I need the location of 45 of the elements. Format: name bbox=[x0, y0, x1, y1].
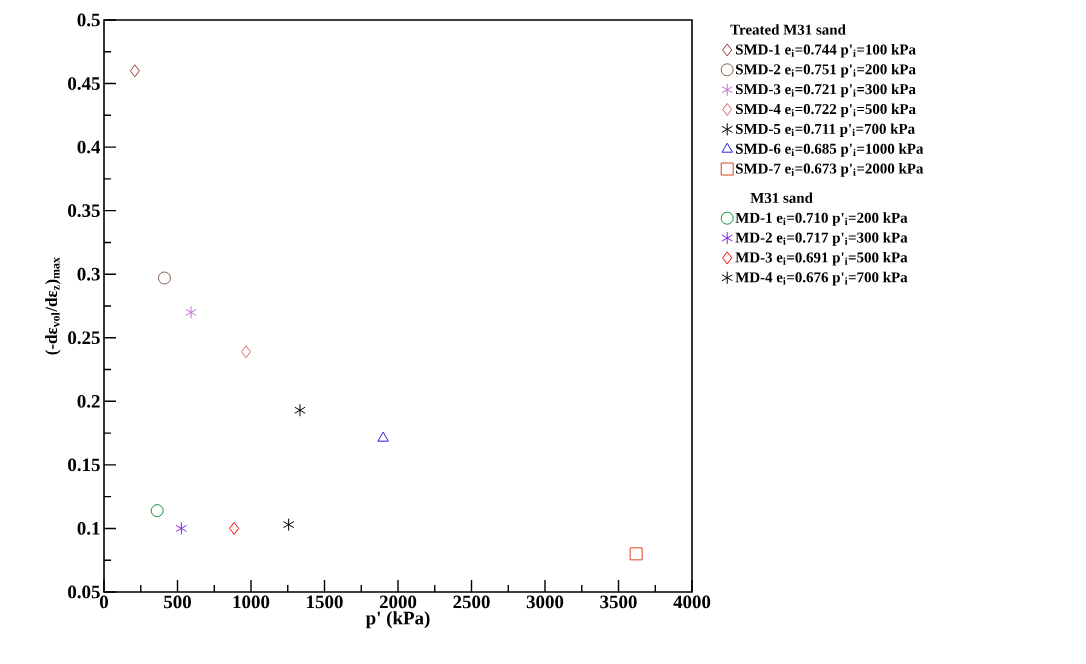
y-tick-label: 0.5 bbox=[77, 13, 100, 27]
point bbox=[229, 521, 240, 535]
x-tick-label: 500 bbox=[164, 595, 191, 609]
x-tick-label: 4000 bbox=[673, 595, 711, 609]
legend-label: SMD-4 e$_{i}$=0.722 p'$_{i}$=500 kPa bbox=[736, 103, 916, 118]
y-tick-label: 0.45 bbox=[68, 77, 100, 90]
y-axis-title: (-dε$_{vol}$/dε$_{z}$)$_{max}$ bbox=[45, 257, 61, 355]
point bbox=[157, 271, 171, 285]
legend-label: MD-2 e$_{i}$=0.717 p'$_{i}$=300 kPa bbox=[735, 232, 908, 246]
point bbox=[294, 403, 306, 417]
x-tick-label: 1500 bbox=[307, 595, 343, 609]
legend-label: MD-4 e$_{i}$=0.676 p'$_{i}$=700 kPa bbox=[735, 271, 908, 286]
legend-label: SMD-3 e$_{i}$=0.721 p'$_{i}$=300 kPa bbox=[736, 83, 916, 98]
legend-label: SMD-7 e$_{i}$=0.673 p'$_{i}$=2000 kPa bbox=[736, 163, 924, 177]
x-tick-label: 2000 bbox=[379, 595, 417, 609]
point bbox=[241, 345, 252, 359]
point bbox=[377, 431, 389, 442]
y-tick-label: 0.25 bbox=[68, 331, 100, 345]
x-tick-label: 1000 bbox=[233, 595, 270, 609]
y-tick-label: 0.15 bbox=[68, 458, 100, 472]
legend-title: Treated M31 sand bbox=[730, 24, 846, 35]
point bbox=[629, 547, 643, 561]
y-tick-label: 0.4 bbox=[77, 140, 101, 154]
point bbox=[185, 305, 197, 319]
y-tick-label: 0.35 bbox=[68, 204, 100, 218]
x-tick-label: 3000 bbox=[526, 595, 564, 609]
point bbox=[129, 64, 140, 78]
legend-label: MD-3 e$_{i}$=0.691 p'$_{i}$=500 kPa bbox=[735, 251, 908, 266]
point bbox=[150, 504, 164, 518]
x-tick-label: 2500 bbox=[453, 595, 490, 609]
text: M31 sand bbox=[750, 192, 813, 203]
x-tick-label: 0 bbox=[99, 595, 109, 609]
y-tick-label: 0.3 bbox=[77, 267, 100, 281]
legend-label: SMD-2 e$_{i}$=0.751 p'$_{i}$=200 kPa bbox=[736, 63, 916, 78]
x-axis-title: p' (kPa) bbox=[365, 611, 430, 629]
y-tick-label: 0.05 bbox=[68, 585, 100, 599]
point bbox=[175, 521, 188, 535]
legend-label: MD-1 e$_{i}$=0.710 p'$_{i}$=200 kPa bbox=[735, 212, 908, 226]
legend-label: SMD-1 e$_{i}$=0.744 p'$_{i}$=100 kPa bbox=[736, 44, 916, 58]
legend-label: SMD-5 e$_{i}$=0.711 p'$_{i}$=700 kPa bbox=[736, 123, 915, 137]
x-tick-label: 3500 bbox=[600, 595, 637, 609]
point bbox=[282, 518, 295, 532]
y-tick-label: 0.1 bbox=[77, 522, 100, 535]
legend-label: SMD-6 e$_{i}$=0.685 p'$_{i}$=1000 kPa bbox=[736, 143, 924, 157]
y-tick-label: 0.2 bbox=[77, 394, 100, 408]
